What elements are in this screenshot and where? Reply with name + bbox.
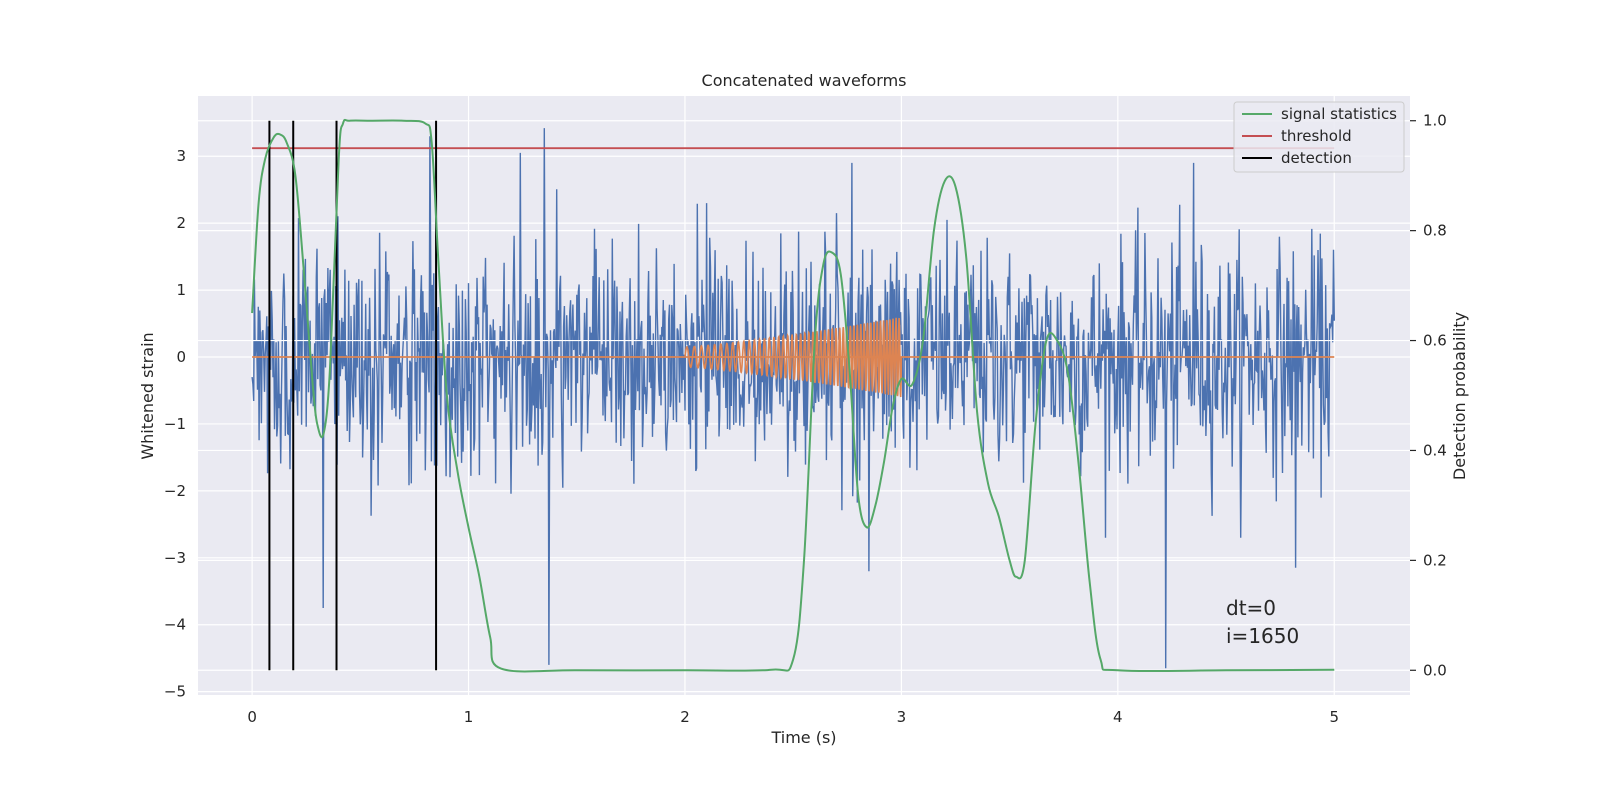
x-tick-label: 5 [1329, 708, 1339, 726]
y-tick-label: 1 [176, 281, 186, 299]
x-tick-label: 1 [464, 708, 474, 726]
y-tick-label: −2 [164, 482, 186, 500]
x-ticks: 0 1 2 3 4 5 [247, 708, 1339, 726]
legend-label-threshold: threshold [1281, 127, 1352, 145]
y-right-ticks: 0.0 0.2 0.4 0.6 0.8 1.0 [1410, 112, 1447, 679]
y-right-tick-label: 0.4 [1423, 441, 1447, 459]
series-layer [251, 118, 1336, 673]
x-tick-label: 3 [897, 708, 907, 726]
x-axis-label: Time (s) [770, 728, 836, 747]
y-right-tick-label: 0.6 [1423, 332, 1447, 350]
annotation-index: i=1650 [1226, 624, 1299, 648]
y-right-tick-label: 1.0 [1423, 112, 1447, 130]
y-tick-label: −1 [164, 415, 186, 433]
legend-label-signal-statistics: signal statistics [1281, 105, 1397, 123]
y-ticks: −5 −4 −3 −2 −1 0 1 2 3 [164, 147, 186, 700]
annotation-dt: dt=0 [1226, 596, 1276, 620]
y-tick-label: −4 [164, 616, 186, 634]
legend-label-detection: detection [1281, 149, 1352, 167]
series-signal-statistics [251, 118, 1335, 673]
y-right-axis-label: Detection probability [1450, 312, 1469, 480]
y-right-tick-label: 0.0 [1423, 661, 1447, 679]
y-tick-label: −3 [164, 549, 186, 567]
y-right-tick-label: 0.2 [1423, 551, 1447, 569]
chart-title: Concatenated waveforms [702, 71, 907, 90]
y-tick-label: −5 [164, 683, 186, 701]
x-tick-label: 2 [680, 708, 690, 726]
y-tick-label: 3 [176, 147, 186, 165]
y-tick-label: 0 [176, 348, 186, 366]
y-axis-label: Whitened strain [138, 332, 157, 459]
y-right-tick-label: 0.8 [1423, 222, 1447, 240]
series-whitened-strain [251, 128, 1336, 669]
y-tick-label: 2 [176, 214, 186, 232]
legend-box [1233, 101, 1405, 173]
x-tick-label: 0 [247, 708, 257, 726]
x-tick-label: 4 [1113, 708, 1123, 726]
series-injection-chirp [684, 317, 903, 398]
legend: signal statistics threshold detection [1233, 101, 1405, 173]
